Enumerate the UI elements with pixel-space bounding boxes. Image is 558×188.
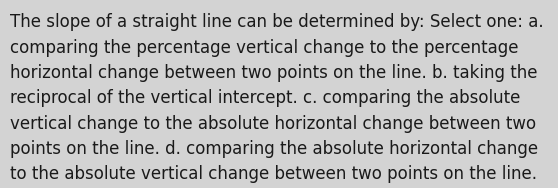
Text: to the absolute vertical change between two points on the line.: to the absolute vertical change between … bbox=[10, 165, 537, 183]
Text: The slope of a straight line can be determined by: Select one: a.: The slope of a straight line can be dete… bbox=[10, 13, 543, 31]
Text: reciprocal of the vertical intercept. c. comparing the absolute: reciprocal of the vertical intercept. c.… bbox=[10, 89, 521, 107]
Text: horizontal change between two points on the line. b. taking the: horizontal change between two points on … bbox=[10, 64, 537, 82]
Text: points on the line. d. comparing the absolute horizontal change: points on the line. d. comparing the abs… bbox=[10, 140, 538, 158]
Text: comparing the percentage vertical change to the percentage: comparing the percentage vertical change… bbox=[10, 39, 518, 57]
Text: vertical change to the absolute horizontal change between two: vertical change to the absolute horizont… bbox=[10, 115, 536, 133]
